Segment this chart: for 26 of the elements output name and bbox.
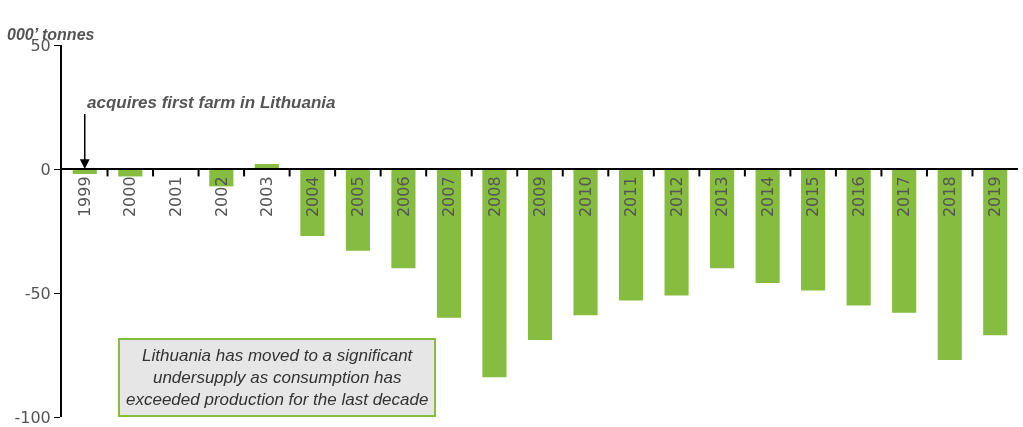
x-tick-label: 2003 xyxy=(257,176,277,218)
x-tick-label: 2008 xyxy=(484,176,504,218)
x-tick-label: 2012 xyxy=(666,176,686,218)
x-tick-label: 2001 xyxy=(166,176,186,218)
x-tick-label: 2015 xyxy=(803,176,823,218)
x-tick-label: 2018 xyxy=(939,176,959,218)
x-tick-label: 2014 xyxy=(757,176,777,218)
x-tick-label: 2007 xyxy=(439,176,459,218)
x-tick-label: 2017 xyxy=(894,176,914,218)
y-tick-label: -100 xyxy=(14,407,51,427)
x-tick-label: 2005 xyxy=(348,176,368,218)
y-tick-label: -50 xyxy=(24,283,51,303)
x-tick-label: 2006 xyxy=(393,176,413,218)
y-tick-label: 0 xyxy=(40,159,51,179)
annotation: acquires first farm in Lithuania xyxy=(87,93,336,112)
x-tick-label: 2010 xyxy=(575,176,595,218)
x-tick-label: 2013 xyxy=(712,176,732,218)
x-tick-label: 2002 xyxy=(211,176,231,218)
x-tick-label: 2000 xyxy=(120,176,140,218)
x-tick-label: 2019 xyxy=(985,176,1005,218)
annotation: Lithuania has moved to a significant undersupply as consumption has exceeded production for the last decade xyxy=(126,346,429,410)
x-tick-label: 2016 xyxy=(848,176,868,218)
x-tick-label: 2009 xyxy=(530,176,550,218)
x-tick-label: 1999 xyxy=(74,176,94,218)
x-tick-label: 2011 xyxy=(621,176,641,218)
x-tick-label: 2004 xyxy=(302,176,322,218)
